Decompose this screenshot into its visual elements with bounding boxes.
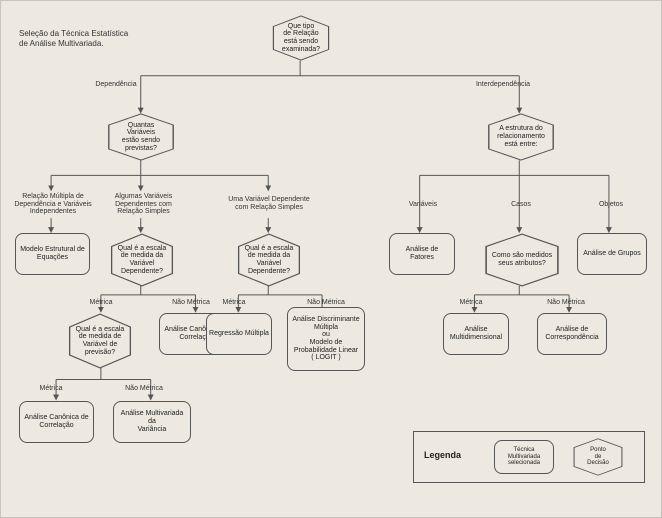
node-estrutura-text: A estrutura dorelacionamentoestá entre: bbox=[489, 125, 553, 148]
label-metrica-4: Métrica bbox=[33, 385, 69, 393]
node-corresp: Análise deCorrespondência bbox=[537, 313, 607, 355]
label-naometrica-1: Não Métrica bbox=[166, 299, 216, 307]
label-dependencia: Dependência bbox=[86, 81, 146, 89]
label-rel-mult: Relação Múltipla deDependência e Variáve… bbox=[13, 193, 93, 216]
label-interdependencia: Interdependência bbox=[463, 81, 543, 89]
label-variaveis: Variáveis bbox=[401, 201, 445, 209]
node-escala-dep-text: Qual é a escalade medida daVariávelDepen… bbox=[110, 245, 175, 276]
label-objetos: Objetos bbox=[591, 201, 631, 209]
node-como-medidos-text: Como são medidosseus atributos? bbox=[484, 252, 560, 267]
node-qvars-text: Quantas Variáveisestão sendoprevistas? bbox=[106, 122, 176, 153]
node-escala-prev: Qual é a escalade medida deVariável depr… bbox=[67, 313, 133, 369]
node-canonica-corr2: Análise Canônica deCorrelação bbox=[19, 401, 94, 443]
node-escala-prev-text: Qual é a escalade medida deVariável depr… bbox=[68, 326, 133, 357]
label-metrica-3: Métrica bbox=[453, 299, 489, 307]
page-title: Seleção da Técnica Estatísticade Análise… bbox=[19, 29, 159, 48]
legend-title: Legenda bbox=[424, 450, 461, 460]
label-alg-vars: Algumas VariáveisDependentes comRelação … bbox=[106, 193, 181, 216]
node-multivar: Análise MultivariadadaVariância bbox=[113, 401, 191, 443]
node-escala-dep2-text: Qual é a escalade medida daVariávelDepen… bbox=[237, 245, 302, 276]
legend-ponto: PontodeDecisão bbox=[572, 438, 624, 476]
label-casos: Casos bbox=[501, 201, 541, 209]
node-estrutura: A estrutura dorelacionamentoestá entre: bbox=[486, 113, 556, 161]
node-root-text: Que tipode Relaçãoestá sendoexaminada? bbox=[274, 23, 328, 54]
node-multidim: AnáliseMultidimensional bbox=[443, 313, 509, 355]
legend-box: Legenda TécnicaMultivariadaselecionada P… bbox=[413, 431, 645, 483]
label-uma-var: Uma Variável Dependentecom Relação Simpl… bbox=[219, 196, 319, 211]
label-metrica-2: Métrica bbox=[216, 299, 252, 307]
node-analise-fatores: Análise deFatores bbox=[389, 233, 455, 275]
legend-tecnica: TécnicaMultivariadaselecionada bbox=[494, 440, 554, 474]
node-analise-grupos: Análise de Grupos bbox=[577, 233, 647, 275]
node-escala-dep: Qual é a escalade medida daVariávelDepen… bbox=[109, 233, 175, 287]
label-naometrica-3: Não Métrica bbox=[541, 299, 591, 307]
legend-ponto-text: PontodeDecisão bbox=[579, 447, 617, 467]
node-modelo-equacoes: Modelo Estrutural deEquações bbox=[15, 233, 90, 275]
label-metrica-1: Métrica bbox=[83, 299, 119, 307]
node-root: Que tipode Relaçãoestá sendoexaminada? bbox=[271, 15, 331, 61]
node-quantas-variaveis: Quantas Variáveisestão sendoprevistas? bbox=[106, 113, 176, 161]
node-discriminante: Análise DiscriminanteMúltiplaouModelo de… bbox=[287, 307, 365, 371]
node-regressao: Regressão Múltipla bbox=[206, 313, 272, 355]
label-naometrica-2: Não Métrica bbox=[301, 299, 351, 307]
node-escala-dep2: Qual é a escalade medida daVariávelDepen… bbox=[236, 233, 302, 287]
flowchart-page: Seleção da Técnica Estatísticade Análise… bbox=[0, 0, 662, 518]
label-naometrica-4: Não Métrica bbox=[119, 385, 169, 393]
node-como-medidos: Como são medidosseus atributos? bbox=[483, 233, 561, 287]
